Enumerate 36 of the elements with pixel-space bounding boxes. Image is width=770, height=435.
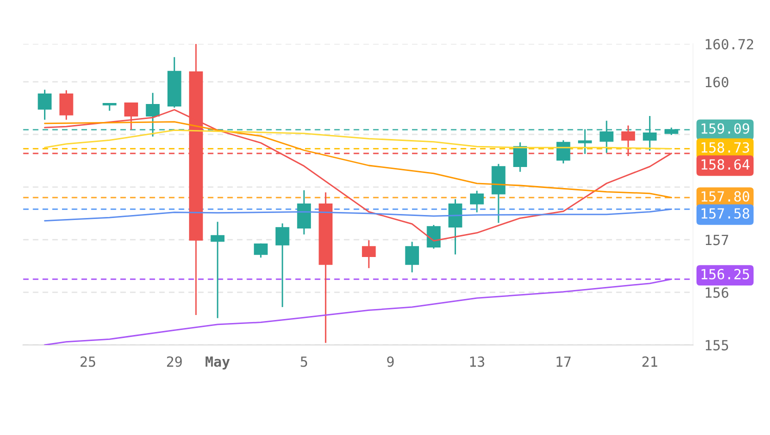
candlestick xyxy=(254,242,268,258)
candlestick xyxy=(276,222,290,308)
y-tick-label: 160.72 xyxy=(706,38,754,50)
candlestick xyxy=(642,115,657,152)
candlestick xyxy=(426,224,441,250)
ref-line-label: 157.58 xyxy=(702,208,750,219)
x-tick-label: 29 xyxy=(167,356,182,367)
ref-line-label: 158.64 xyxy=(702,159,750,170)
x-tick-label: May xyxy=(206,356,230,370)
x-tick-label: 25 xyxy=(80,356,96,367)
x-tick-label: 17 xyxy=(556,356,571,367)
y-tick-label: 157 xyxy=(706,234,728,246)
x-tick-label: 21 xyxy=(642,356,658,367)
x-tick-label: 9 xyxy=(387,356,394,367)
ref-line-label: 156.25 xyxy=(702,268,750,280)
candlestick xyxy=(146,92,160,138)
candlestick xyxy=(578,128,592,155)
candlestick xyxy=(38,89,52,120)
candlestick xyxy=(362,240,376,269)
candlestick xyxy=(513,142,528,173)
y-tick-label: 156 xyxy=(706,287,728,298)
candlestick xyxy=(405,241,419,274)
ref-line-label: 157.80 xyxy=(702,191,750,202)
line-series xyxy=(44,208,672,222)
x-tick-label: 13 xyxy=(470,356,484,367)
y-tick-label: 160 xyxy=(706,76,728,88)
candlestick xyxy=(600,120,614,154)
candlestick xyxy=(470,190,484,214)
x-tick-label: 5 xyxy=(300,356,308,367)
candlestick xyxy=(59,90,74,120)
y-tick-label: 155 xyxy=(706,340,728,350)
ref-line-label: 159.09 xyxy=(702,123,750,134)
ref-line-label: 158.73 xyxy=(702,142,750,153)
candlestick xyxy=(210,221,224,319)
line-series xyxy=(44,121,672,198)
candlestick xyxy=(448,198,462,256)
